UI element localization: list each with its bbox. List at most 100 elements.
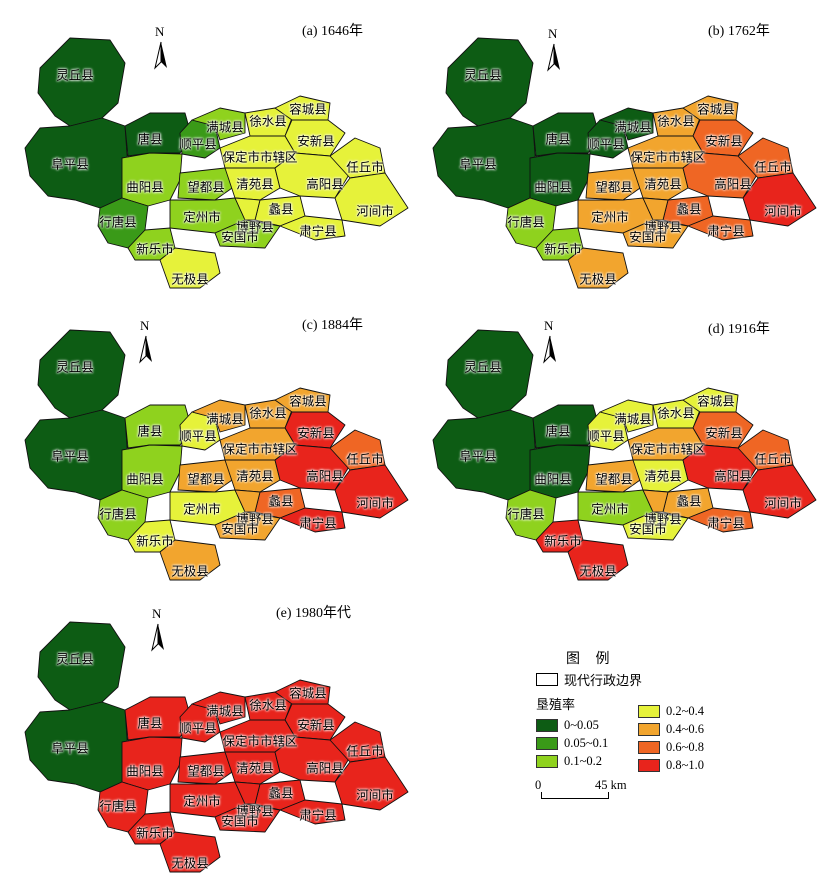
county-label-gaoyang: 高阳县 xyxy=(714,177,752,192)
county-label-xushui: 徐水县 xyxy=(657,114,695,129)
county-label-xushui: 徐水县 xyxy=(249,114,287,129)
county-label-wangdu: 望都县 xyxy=(187,180,225,195)
county-label-dingzhou: 定州市 xyxy=(591,502,629,517)
county-label-wangdu: 望都县 xyxy=(187,764,225,779)
county-wuji xyxy=(159,539,221,581)
north-letter: N xyxy=(152,606,162,621)
county-label-suning: 肃宁县 xyxy=(299,808,337,823)
county-label-gaoyang: 高阳县 xyxy=(306,761,344,776)
north-letter: N xyxy=(140,318,150,333)
county-anguo xyxy=(214,803,281,833)
legend-item: 0.1~0.2 xyxy=(536,754,602,769)
county-label-anxin: 安新县 xyxy=(705,134,743,149)
legend-item: 0.2~0.4 xyxy=(638,704,704,719)
north-arrow-icon: N xyxy=(153,24,169,72)
county-label-lingqiu: 灵丘县 xyxy=(56,360,94,375)
county-label-rongcheng: 容城县 xyxy=(289,394,327,409)
north-letter: N xyxy=(544,318,554,333)
county-label-anxin: 安新县 xyxy=(297,718,335,733)
county-label-xinle: 新乐市 xyxy=(136,242,174,257)
county-label-suning: 肃宁县 xyxy=(299,224,337,239)
county-renqiu xyxy=(737,137,794,179)
county-label-quyang: 曲阳县 xyxy=(126,180,164,195)
county-label-qingyuan: 清苑县 xyxy=(236,469,274,484)
county-label-lixian: 蠡县 xyxy=(268,202,294,217)
legend-item-label: 0.1~0.2 xyxy=(564,754,603,768)
county-mancheng xyxy=(191,691,246,725)
county-label-lingqiu: 灵丘县 xyxy=(464,360,502,375)
county-label-wangdu: 望都县 xyxy=(595,180,633,195)
county-label-fuping: 阜平县 xyxy=(51,449,89,464)
scale-bar: 0 45 km xyxy=(535,778,655,808)
county-label-xinle: 新乐市 xyxy=(136,826,174,841)
legend-item: 0.8~1.0 xyxy=(638,758,704,773)
county-wangdu xyxy=(177,167,236,201)
county-mancheng xyxy=(599,107,654,141)
county-label-anxin: 安新县 xyxy=(297,134,335,149)
county-label-xingtang: 行唐县 xyxy=(507,215,545,230)
county-label-renqiu: 任丘市 xyxy=(754,160,792,175)
legend-item: 0.05~0.1 xyxy=(536,736,608,751)
county-lingqiu xyxy=(37,329,126,419)
county-label-mancheng: 满城县 xyxy=(206,412,244,427)
north-arrow-icon: N xyxy=(542,318,558,366)
county-polygons xyxy=(432,37,817,289)
county-label-lingqiu: 灵丘县 xyxy=(56,68,94,83)
county-suning xyxy=(687,215,754,241)
county-label-qingyuan: 清苑县 xyxy=(644,469,682,484)
county-wuji xyxy=(159,831,221,873)
panel-title: (c) 1884年 xyxy=(302,318,364,333)
county-label-wuji: 无极县 xyxy=(579,272,617,287)
county-label-rongcheng: 容城县 xyxy=(289,686,327,701)
panel-title: (e) 1980年代 xyxy=(276,606,352,621)
county-boye xyxy=(234,489,261,513)
county-polygons xyxy=(24,621,409,873)
county-label-mancheng: 满城县 xyxy=(206,704,244,719)
county-label-lixian: 蠡县 xyxy=(268,786,294,801)
county-label-fuping: 阜平县 xyxy=(459,157,497,172)
county-lingqiu xyxy=(37,621,126,711)
county-label-anxin: 安新县 xyxy=(297,426,335,441)
county-label-renqiu: 任丘市 xyxy=(754,452,792,467)
county-label-baoding: 保定市市辖区 xyxy=(222,442,298,457)
county-label-mancheng: 满城县 xyxy=(614,412,652,427)
county-label-anxin: 安新县 xyxy=(705,426,743,441)
county-renqiu xyxy=(737,429,794,471)
scale-zero-label: 0 xyxy=(535,778,542,792)
county-qingyuan xyxy=(632,459,689,493)
county-qingyuan xyxy=(224,751,281,785)
county-label-boye: 博野县 xyxy=(236,220,274,235)
legend-swatch xyxy=(638,741,660,754)
county-anguo xyxy=(214,219,281,249)
county-qingyuan xyxy=(224,167,281,201)
county-label-quyang: 曲阳县 xyxy=(126,764,164,779)
map-svg xyxy=(24,37,409,289)
county-label-baoding: 保定市市辖区 xyxy=(222,150,298,165)
legend-swatch xyxy=(536,755,558,768)
county-label-xinle: 新乐市 xyxy=(544,242,582,257)
map-svg xyxy=(24,621,409,873)
county-label-tang: 唐县 xyxy=(545,424,571,439)
legend-swatch xyxy=(638,759,660,772)
map-panel-d: (d) 1916年 N 灵丘县 阜平县 唐县 顺平县 满城县 徐水县 容城县 安新县 保定市市辖… xyxy=(418,300,818,588)
map-svg xyxy=(24,329,409,581)
county-wangdu xyxy=(177,459,236,493)
county-anguo xyxy=(214,511,281,541)
legend-item: 0~0.05 xyxy=(536,718,599,733)
legend-item-label: 0.2~0.4 xyxy=(666,704,705,718)
county-boye xyxy=(234,781,261,805)
county-label-rongcheng: 容城县 xyxy=(697,394,735,409)
county-label-xingtang: 行唐县 xyxy=(99,507,137,522)
county-label-baoding: 保定市市辖区 xyxy=(630,150,706,165)
county-label-wangdu: 望都县 xyxy=(595,472,633,487)
county-label-gaoyang: 高阳县 xyxy=(306,177,344,192)
county-polygons xyxy=(24,329,409,581)
county-label-baoding: 保定市市辖区 xyxy=(222,734,298,749)
county-suning xyxy=(279,799,346,825)
panel-title: (d) 1916年 xyxy=(708,322,770,337)
county-label-lixian: 蠡县 xyxy=(676,202,702,217)
county-rongcheng xyxy=(274,387,331,413)
county-label-hejian: 河间市 xyxy=(356,496,394,511)
legend-swatch xyxy=(638,705,660,718)
county-label-shunping: 顺平县 xyxy=(587,137,625,152)
